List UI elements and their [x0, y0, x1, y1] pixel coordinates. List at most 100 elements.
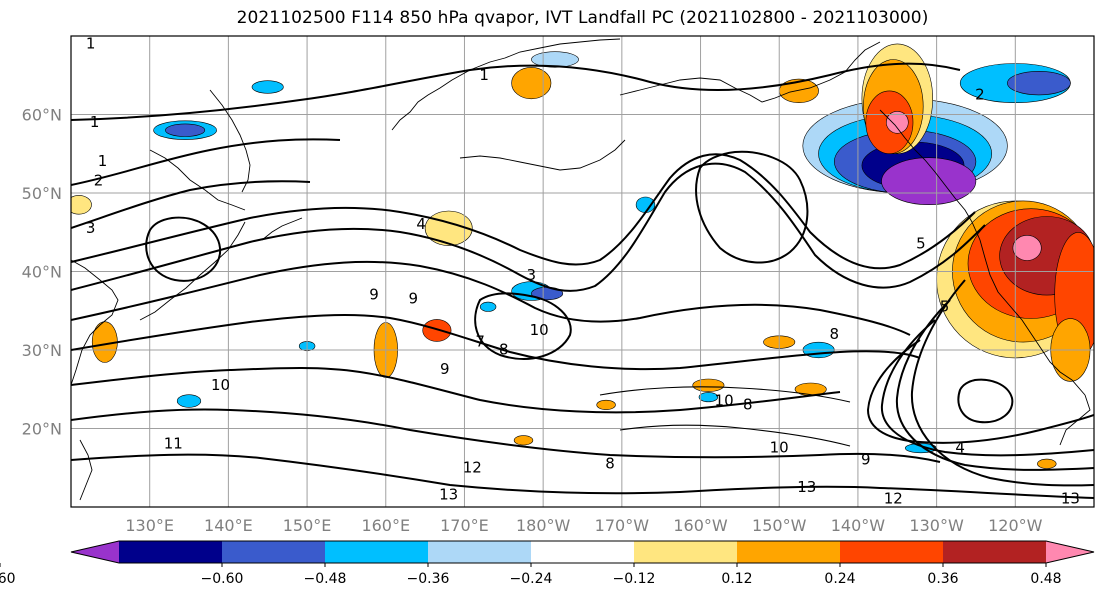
lon-tick-label: 170°E [440, 516, 489, 535]
qvapor-shade-blob [71, 195, 92, 215]
lat-tick-label: 60°N [22, 106, 62, 125]
contour-label: 2 [975, 85, 985, 103]
contour-label: 8 [830, 325, 840, 343]
contour-label: 12 [463, 458, 482, 476]
colorbar-tick-label: 0.24 [824, 571, 855, 587]
qvapor-shade-blob [513, 435, 534, 446]
colorbar-outline [70, 540, 1095, 564]
contour-line-east-3 [895, 299, 1094, 471]
lat-tick-label: 40°N [22, 263, 62, 282]
qvapor-shade-blob [1012, 234, 1042, 261]
lon-tick-label: 140°W [831, 516, 886, 535]
contour-label: 13 [797, 478, 816, 496]
colorbar-tick-label: −0.60 [201, 571, 244, 587]
contour-label: 11 [164, 435, 183, 453]
colorbar-swatch [531, 541, 635, 563]
colorbar-swatch [634, 541, 738, 563]
contour-line-7 [71, 314, 921, 371]
contour-label: 13 [1061, 490, 1080, 508]
contour-label: 5 [940, 297, 950, 315]
contour-label: 1 [86, 34, 96, 52]
contour-label: 8 [605, 454, 615, 472]
contour-label: 13 [439, 486, 458, 504]
contour-label: 1 [90, 113, 100, 131]
contour-line-8 [71, 367, 841, 414]
contour-label: 9 [861, 450, 871, 468]
contour-line-4 [71, 153, 976, 270]
map-frame [70, 35, 1095, 508]
colorbar-swatch [428, 541, 532, 563]
contour-label: 1 [98, 152, 108, 170]
contour-label: 8 [499, 341, 509, 359]
colorbar-swatch [325, 541, 429, 563]
contour-label: 10 [211, 376, 230, 394]
contour-label: 12 [884, 490, 903, 508]
graticule [71, 36, 1094, 507]
lon-tick-label: 130°W [909, 516, 964, 535]
colorbar-tick-label: 0.60 [0, 571, 16, 587]
contour-line-west-loop [145, 216, 222, 282]
contour-label: 10 [715, 392, 734, 410]
colorbar-tick-label: 0.48 [1030, 571, 1061, 587]
contour-label: 10 [530, 321, 549, 339]
contour-label: 7 [475, 333, 485, 351]
contour-label: 4 [416, 215, 426, 233]
colorbar-tick-label: 0.36 [927, 571, 958, 587]
contour-label: 9 [440, 360, 450, 378]
lat-tick-label: 20°N [22, 420, 62, 439]
coastlines [71, 38, 1091, 501]
qvapor-shade-blob [1037, 458, 1057, 469]
contour-label: 1 [479, 66, 489, 84]
contour-label: 2 [94, 172, 104, 190]
qvapor-shade-blob [692, 378, 725, 392]
colorbar-tick-label: 0.12 [721, 571, 752, 587]
lon-tick-label: 170°W [595, 516, 650, 535]
contour-line-mid-loop [474, 292, 572, 360]
colorbar-swatch [943, 541, 1047, 563]
contour-line-10 [71, 453, 1094, 499]
colorbar-extend-right [1046, 541, 1094, 563]
qvapor-shade-blob [698, 392, 719, 403]
qvapor-shade-blob [885, 111, 909, 134]
coastline-bc [879, 109, 973, 223]
contour-line-east-1 [866, 339, 1094, 444]
qvapor-shade-blob [511, 67, 552, 100]
contour-label: 9 [409, 290, 419, 308]
coastline-west-us [971, 221, 1086, 396]
contour-label: 5 [916, 235, 926, 253]
colorbar-tick-label: −0.36 [407, 571, 450, 587]
qvapor-shade-blob [596, 399, 616, 410]
colorbar-tick-label: −0.12 [613, 571, 656, 587]
qvapor-shade-blob [165, 123, 206, 137]
lon-tick-label: 160°E [361, 516, 410, 535]
colorbar-labels: −0.60 −0.48 −0.36 −0.24 −0.12 0.12 0.24 0.36 0.4… [0, 563, 1062, 587]
contour-line-east-2 [880, 319, 1094, 457]
qvapor-shade-blob [176, 394, 202, 408]
map-title: 2021102500 F114 850 hPa qvapor, IVT Land… [236, 8, 929, 28]
ivt-contours [71, 62, 1094, 499]
qvapor-shade-blob [479, 301, 497, 312]
contour-label: 10 [770, 439, 789, 457]
contour-line-6 [71, 260, 911, 336]
contour-line-north [71, 62, 961, 121]
contour-label: 3 [86, 219, 96, 237]
contour-line-gulf [695, 150, 809, 264]
colorbar-swatch [737, 541, 841, 563]
colorbar-tick-label: −0.24 [510, 571, 553, 587]
coastline-kamchatka [209, 89, 251, 193]
lon-tick-label: 120°W [988, 516, 1043, 535]
lon-tick-label: 130°E [125, 516, 174, 535]
lon-tick-label: 180°W [516, 516, 571, 535]
contour-line-thin-2 [619, 424, 851, 447]
lon-tick-label: 160°W [673, 516, 728, 535]
coastline-alaska-south [619, 41, 881, 103]
qvapor-shade-blob [1007, 70, 1071, 96]
coastline-korea-china [71, 259, 119, 386]
coastline-aleutians [459, 139, 626, 171]
colorbar-swatch [119, 541, 223, 563]
contour-label: 8 [743, 395, 753, 413]
lon-tick-label: 140°E [204, 516, 253, 535]
colorbar-tick-label: −0.48 [304, 571, 347, 587]
